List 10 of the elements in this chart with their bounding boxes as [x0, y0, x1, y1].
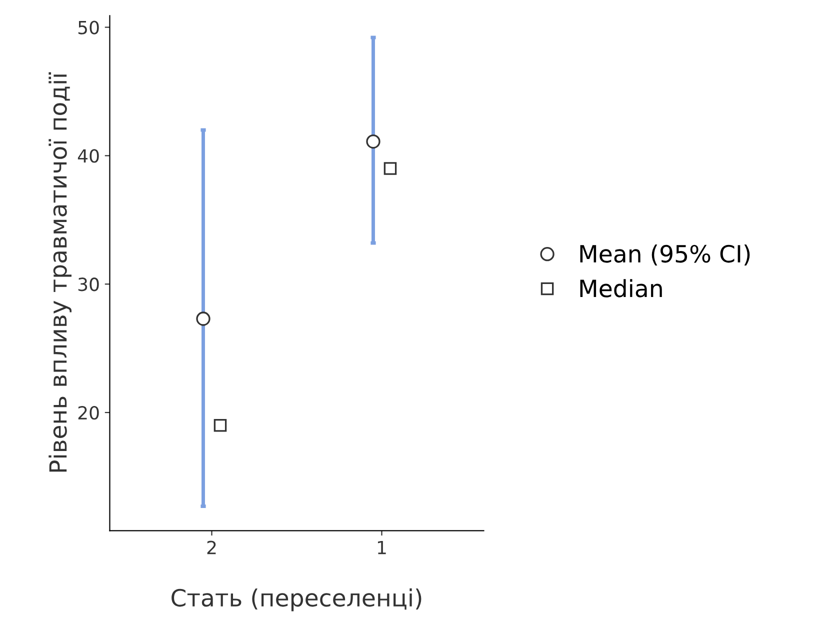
x-axis-title: Стать (переселенці)	[172, 588, 422, 612]
x-tick-label: 2	[207, 540, 216, 554]
y-tick-label: 40	[78, 149, 99, 163]
y-tick-label: 50	[78, 20, 99, 34]
x-tick-label: 1	[378, 540, 386, 554]
y-tick-label: 20	[78, 406, 99, 420]
legend-label: Median	[580, 279, 662, 298]
y-axis-title: Рівень впливу травматичої події	[48, 72, 72, 472]
y-tick-label: 30	[78, 278, 99, 292]
legend-label: Mean (95% CI)	[580, 244, 750, 266]
